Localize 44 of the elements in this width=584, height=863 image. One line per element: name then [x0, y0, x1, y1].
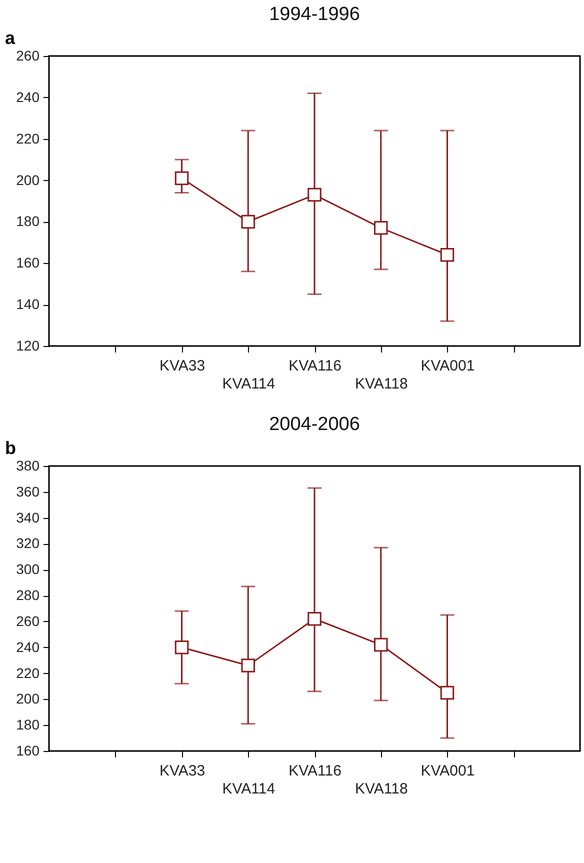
x-tick-label: KVA118 — [354, 780, 408, 798]
chart-title: 1994-1996 — [269, 4, 360, 25]
x-tick-label: KVA33 — [159, 762, 206, 780]
y-tick-label: 180 — [16, 213, 40, 230]
point — [440, 686, 454, 700]
y-tick-label: 200 — [16, 172, 40, 188]
y-tick-label: 260 — [16, 48, 40, 64]
y-tick-label: 160 — [16, 742, 40, 758]
text: a — [5, 28, 16, 48]
y-tick-label: 220 — [16, 664, 40, 681]
y-tick-label: 320 — [16, 535, 40, 552]
y-tick-label: 280 — [16, 587, 40, 604]
point — [308, 188, 322, 202]
x-tick-label: KVA118 — [354, 376, 408, 392]
point — [374, 221, 388, 235]
x-tick-label: KVA116 — [288, 762, 342, 780]
x-tick-label: KVA001 — [420, 358, 475, 374]
point — [241, 658, 255, 672]
y-tick-label: 180 — [16, 716, 40, 733]
y-tick-label: 200 — [16, 690, 40, 707]
x-tick-label: KVA33 — [159, 358, 206, 374]
y-tick-label: 240 — [16, 638, 40, 655]
y-tick-label: 340 — [16, 509, 40, 526]
text: b — [5, 438, 16, 458]
point — [174, 171, 189, 186]
point — [241, 214, 255, 229]
y-tick-label: 220 — [16, 130, 40, 146]
y-tick-label: 380 — [16, 458, 40, 474]
y-tick-label: 360 — [16, 483, 40, 500]
y-tick-label: 160 — [16, 254, 40, 271]
y-tick-label: 240 — [16, 88, 40, 105]
y-tick-label: 120 — [16, 338, 40, 354]
chart-title: 2004-2006 — [269, 414, 360, 435]
x-tick-label: KVA001 — [420, 762, 475, 780]
point — [440, 248, 454, 262]
point — [308, 612, 322, 626]
y-tick-label: 260 — [16, 612, 40, 629]
point — [174, 640, 189, 654]
y-tick-label: 140 — [16, 296, 40, 312]
x-tick-label: KVA114 — [222, 780, 276, 798]
x-tick-label: KVA114 — [222, 376, 276, 392]
y-tick-label: 300 — [16, 561, 40, 578]
point — [374, 638, 388, 652]
x-tick-label: KVA116 — [288, 358, 342, 374]
